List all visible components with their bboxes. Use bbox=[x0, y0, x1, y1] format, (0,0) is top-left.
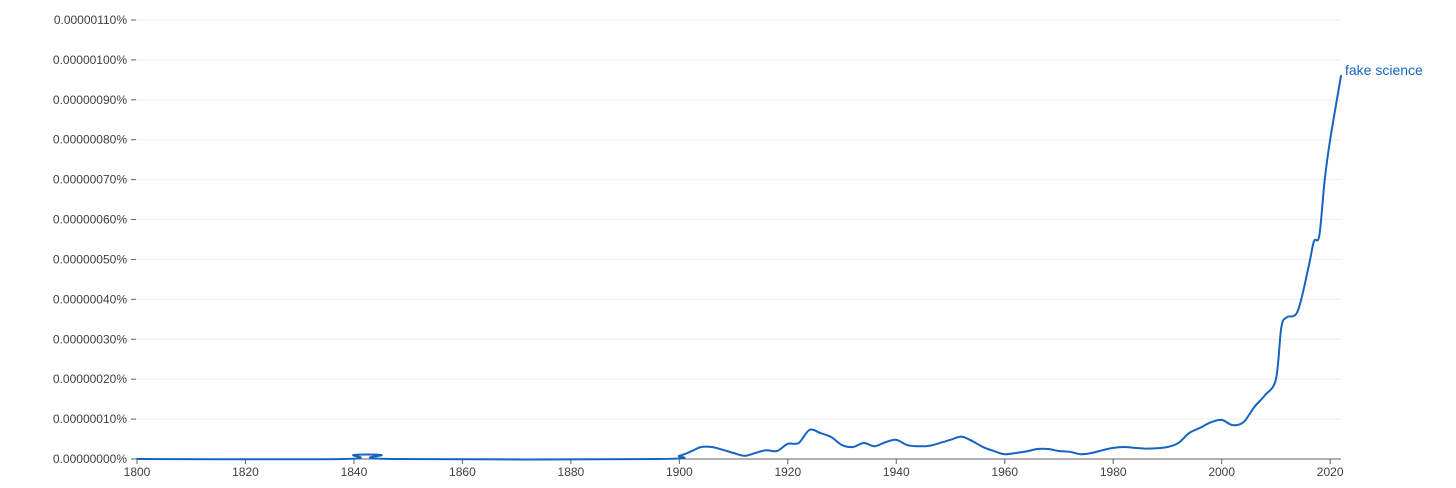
x-tick-label-0: 1800 bbox=[124, 465, 151, 479]
gridlines bbox=[137, 19, 1341, 420]
y-tick-label-10: 0.00000100% bbox=[53, 53, 127, 67]
x-tick-label-4: 1880 bbox=[558, 465, 585, 479]
series-labels: fake science bbox=[1345, 62, 1423, 78]
y-tick-label-6: 0.00000060% bbox=[53, 213, 127, 227]
x-tick-label-6: 1920 bbox=[774, 465, 801, 479]
y-tick-label-2: 0.00000020% bbox=[53, 372, 127, 386]
x-tick-label-2: 1840 bbox=[341, 465, 368, 479]
series-line-0[interactable] bbox=[136, 74, 1342, 461]
y-axis-ticks: 0.00000000% 0.00000010% 0.00000020% 0.00000… bbox=[53, 13, 136, 466]
y-tick-label-3: 0.00000030% bbox=[53, 332, 127, 346]
y-tick-label-11: 0.00000110% bbox=[54, 13, 128, 27]
y-tick-label-8: 0.00000080% bbox=[53, 133, 127, 147]
y-tick-label-4: 0.00000040% bbox=[53, 292, 127, 306]
series-lines bbox=[136, 74, 1342, 461]
x-tick-label-9: 1980 bbox=[1100, 465, 1127, 479]
x-tick-label-7: 1940 bbox=[883, 465, 910, 479]
x-tick-label-3: 1860 bbox=[449, 465, 476, 479]
y-tick-label-5: 0.00000050% bbox=[53, 252, 127, 266]
x-axis-ticks: 1800 1820 1840 1860 1880 1900 1920 1940 1960 1980… bbox=[124, 459, 1344, 479]
series-label-0[interactable]: fake science bbox=[1345, 62, 1423, 78]
x-tick-label-10: 2000 bbox=[1208, 465, 1235, 479]
y-tick-label-7: 0.00000070% bbox=[53, 173, 127, 187]
x-tick-label-5: 1900 bbox=[666, 465, 693, 479]
y-tick-label-9: 0.00000090% bbox=[53, 93, 127, 107]
y-tick-label-1: 0.00000010% bbox=[53, 412, 127, 426]
y-tick-label-0: 0.00000000% bbox=[53, 452, 127, 466]
x-tick-label-1: 1820 bbox=[232, 465, 259, 479]
x-tick-label-11: 2020 bbox=[1317, 465, 1344, 479]
x-tick-label-8: 1960 bbox=[991, 465, 1018, 479]
